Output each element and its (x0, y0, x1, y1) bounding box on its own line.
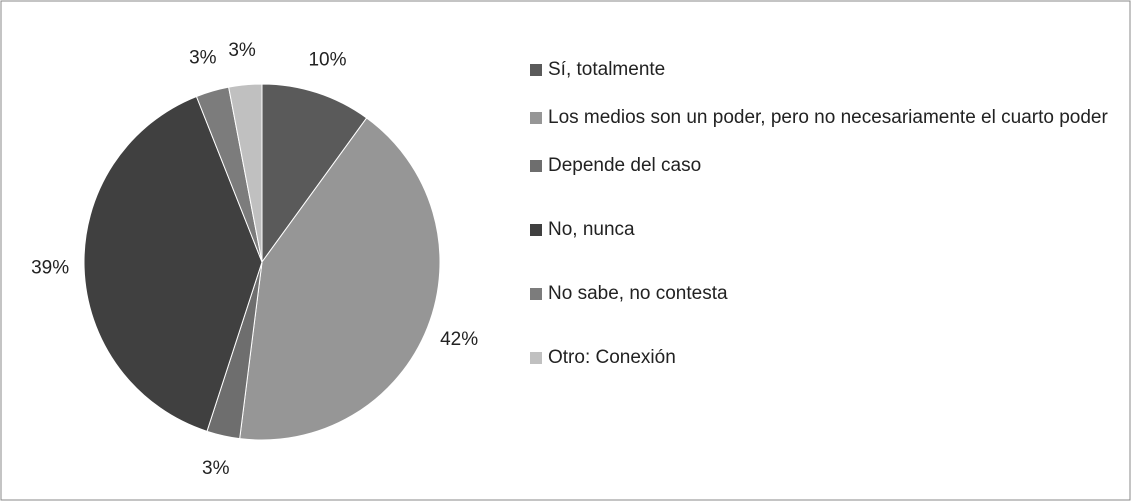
legend-label: Sí, totalmente (548, 59, 666, 80)
data-label: 3% (202, 458, 230, 479)
pie-slice (228, 83, 263, 263)
data-label: 39% (31, 258, 69, 279)
legend-swatch (530, 224, 542, 236)
legend-label: Otro: Conexión (548, 347, 676, 368)
legend-item: No, nunca (530, 215, 1120, 245)
legend-item: Depende del caso (530, 151, 1120, 181)
pie-slice (261, 83, 368, 264)
legend-label: Depende del caso (548, 155, 702, 176)
legend-swatch (530, 288, 542, 300)
legend-swatch (530, 112, 542, 124)
legend-label: No, nunca (548, 219, 635, 240)
legend-item: No sabe, no contesta (530, 279, 1120, 309)
data-label: 3% (228, 40, 256, 61)
legend-label: No sabe, no contesta (548, 283, 728, 304)
legend-label: Los medios son un poder, pero no necesar… (548, 107, 1108, 128)
data-label: 42% (440, 329, 478, 350)
legend-swatch (530, 64, 542, 76)
legend-item: Los medios son un poder, pero no necesar… (530, 103, 1120, 133)
legend: Sí, totalmente Los medios son un poder, p… (530, 55, 1120, 373)
legend-swatch (530, 160, 542, 172)
pie-slice (83, 95, 263, 432)
data-label: 10% (308, 49, 346, 70)
legend-item: Sí, totalmente (530, 55, 1120, 85)
legend-item: Otro: Conexión (530, 343, 1120, 373)
data-label: 3% (189, 47, 217, 68)
pie-slice (239, 117, 441, 441)
legend-swatch (530, 352, 542, 364)
